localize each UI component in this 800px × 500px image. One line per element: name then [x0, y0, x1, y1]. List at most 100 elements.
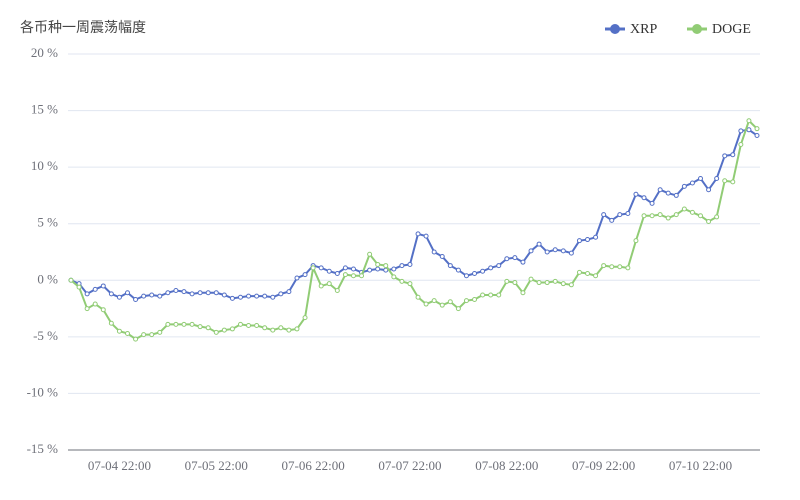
data-point — [334, 287, 340, 293]
data-point — [189, 291, 195, 297]
data-point — [124, 330, 130, 336]
data-point — [496, 292, 502, 298]
data-point — [407, 281, 413, 287]
data-point — [189, 321, 195, 327]
data-point — [173, 321, 179, 327]
data-point — [262, 325, 268, 331]
data-point — [350, 266, 356, 272]
data-point — [246, 323, 252, 329]
data-point — [689, 209, 695, 215]
y-tick-label: -10 % — [27, 384, 59, 399]
legend-label: DOGE — [712, 22, 751, 37]
data-point — [585, 270, 591, 276]
data-point — [254, 323, 260, 329]
legend-label: XRP — [630, 22, 657, 37]
data-point — [472, 270, 478, 276]
data-point — [133, 336, 139, 342]
data-point — [149, 292, 155, 298]
data-point — [431, 249, 437, 255]
data-point — [181, 321, 187, 327]
data-point — [116, 328, 122, 334]
data-point — [294, 275, 300, 281]
data-point — [689, 180, 695, 186]
data-point — [342, 272, 348, 278]
data-point — [463, 298, 469, 304]
data-point — [229, 295, 235, 301]
data-point — [383, 263, 389, 269]
data-point — [423, 233, 429, 239]
data-point — [84, 306, 90, 312]
data-point — [359, 273, 365, 279]
data-point — [157, 293, 163, 299]
data-point — [141, 293, 147, 299]
data-point — [544, 249, 550, 255]
data-point — [326, 268, 332, 274]
data-point — [730, 179, 736, 185]
legend-item: XRP — [605, 22, 657, 37]
data-point — [141, 332, 147, 338]
data-point — [673, 212, 679, 218]
data-point — [423, 301, 429, 307]
data-point — [746, 127, 752, 133]
x-tick-label: 07-08 22:00 — [475, 458, 538, 473]
data-point — [657, 212, 663, 218]
data-point — [585, 237, 591, 243]
data-point — [746, 118, 752, 124]
data-point — [310, 265, 316, 271]
data-point — [706, 218, 712, 224]
data-point — [270, 327, 276, 333]
data-point — [649, 200, 655, 206]
data-point — [536, 241, 542, 247]
chart-title: 各币种一周震荡幅度 — [20, 20, 146, 36]
data-point — [504, 256, 510, 262]
data-point — [415, 294, 421, 300]
y-tick-label: 15 % — [31, 102, 58, 117]
data-point — [108, 320, 114, 326]
data-point — [108, 291, 114, 297]
data-point — [286, 289, 292, 295]
data-point — [609, 264, 615, 270]
data-point — [326, 281, 332, 287]
data-point — [649, 213, 655, 219]
data-point — [472, 297, 478, 303]
data-point — [391, 266, 397, 272]
data-point — [367, 267, 373, 273]
x-tick-label: 07-05 22:00 — [185, 458, 248, 473]
data-point — [278, 291, 284, 297]
data-point — [165, 321, 171, 327]
data-point — [528, 276, 534, 282]
data-point — [391, 274, 397, 280]
x-tick-label: 07-10 22:00 — [669, 458, 732, 473]
data-point — [641, 213, 647, 219]
data-point — [84, 291, 90, 297]
data-point — [706, 187, 712, 193]
data-point — [439, 254, 445, 260]
data-point — [552, 247, 558, 253]
data-point — [270, 294, 276, 300]
data-point — [641, 195, 647, 201]
data-point — [237, 321, 243, 327]
data-point — [116, 294, 122, 300]
data-point — [754, 132, 760, 138]
data-point — [318, 265, 324, 271]
data-point — [714, 175, 720, 181]
data-point — [617, 212, 623, 218]
data-point — [730, 152, 736, 158]
data-point — [92, 301, 98, 307]
data-point — [455, 306, 461, 312]
data-point — [738, 142, 744, 148]
data-point — [455, 267, 461, 273]
data-point — [221, 292, 227, 298]
data-point — [229, 326, 235, 332]
data-point — [504, 278, 510, 284]
data-point — [714, 214, 720, 220]
data-point — [568, 282, 574, 288]
data-point — [181, 289, 187, 295]
x-tick-label: 07-09 22:00 — [572, 458, 635, 473]
data-point — [76, 284, 82, 290]
data-point — [536, 280, 542, 286]
data-point — [480, 268, 486, 274]
data-point — [124, 290, 130, 296]
x-tick-label: 07-06 22:00 — [282, 458, 345, 473]
